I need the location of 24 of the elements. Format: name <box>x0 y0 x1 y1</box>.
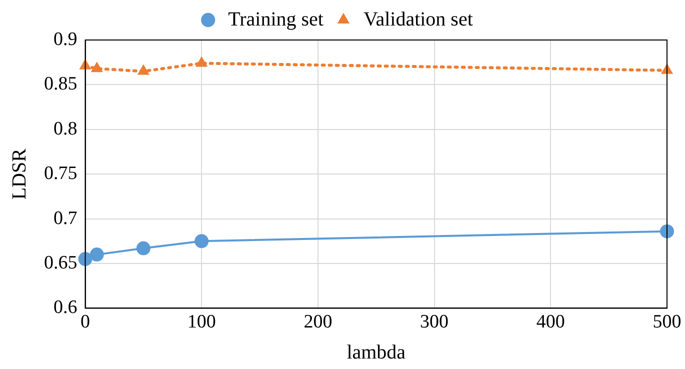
y-tick-label: 0.8 <box>54 118 78 140</box>
x-tick-label: 200 <box>304 312 332 333</box>
point <box>90 62 103 72</box>
y-tick-label: 0.75 <box>44 163 78 184</box>
y-axis-title: LDSR <box>8 148 30 200</box>
y-tick-label: 0.7 <box>54 208 78 229</box>
x-tick-label: 300 <box>420 312 449 333</box>
y-tick-label: 0.65 <box>44 252 78 274</box>
x-axis-title: lambda <box>346 341 406 364</box>
y-tick-label: 0.6 <box>54 297 78 318</box>
y-tick-label: 0.9 <box>54 28 78 50</box>
point <box>137 64 150 75</box>
x-tick-label: 100 <box>187 312 216 333</box>
legend-label: Validation set <box>363 8 474 30</box>
point <box>660 224 674 238</box>
y-tick-label: 0.85 <box>44 74 78 95</box>
point <box>196 56 208 67</box>
x-tick-label: 400 <box>536 312 565 333</box>
point <box>194 234 209 248</box>
legend-label: Training set <box>228 8 324 30</box>
point <box>136 241 150 256</box>
x-tick-label: 500 <box>652 312 682 333</box>
x-tick-label: 0 <box>80 312 90 333</box>
point <box>90 248 104 262</box>
